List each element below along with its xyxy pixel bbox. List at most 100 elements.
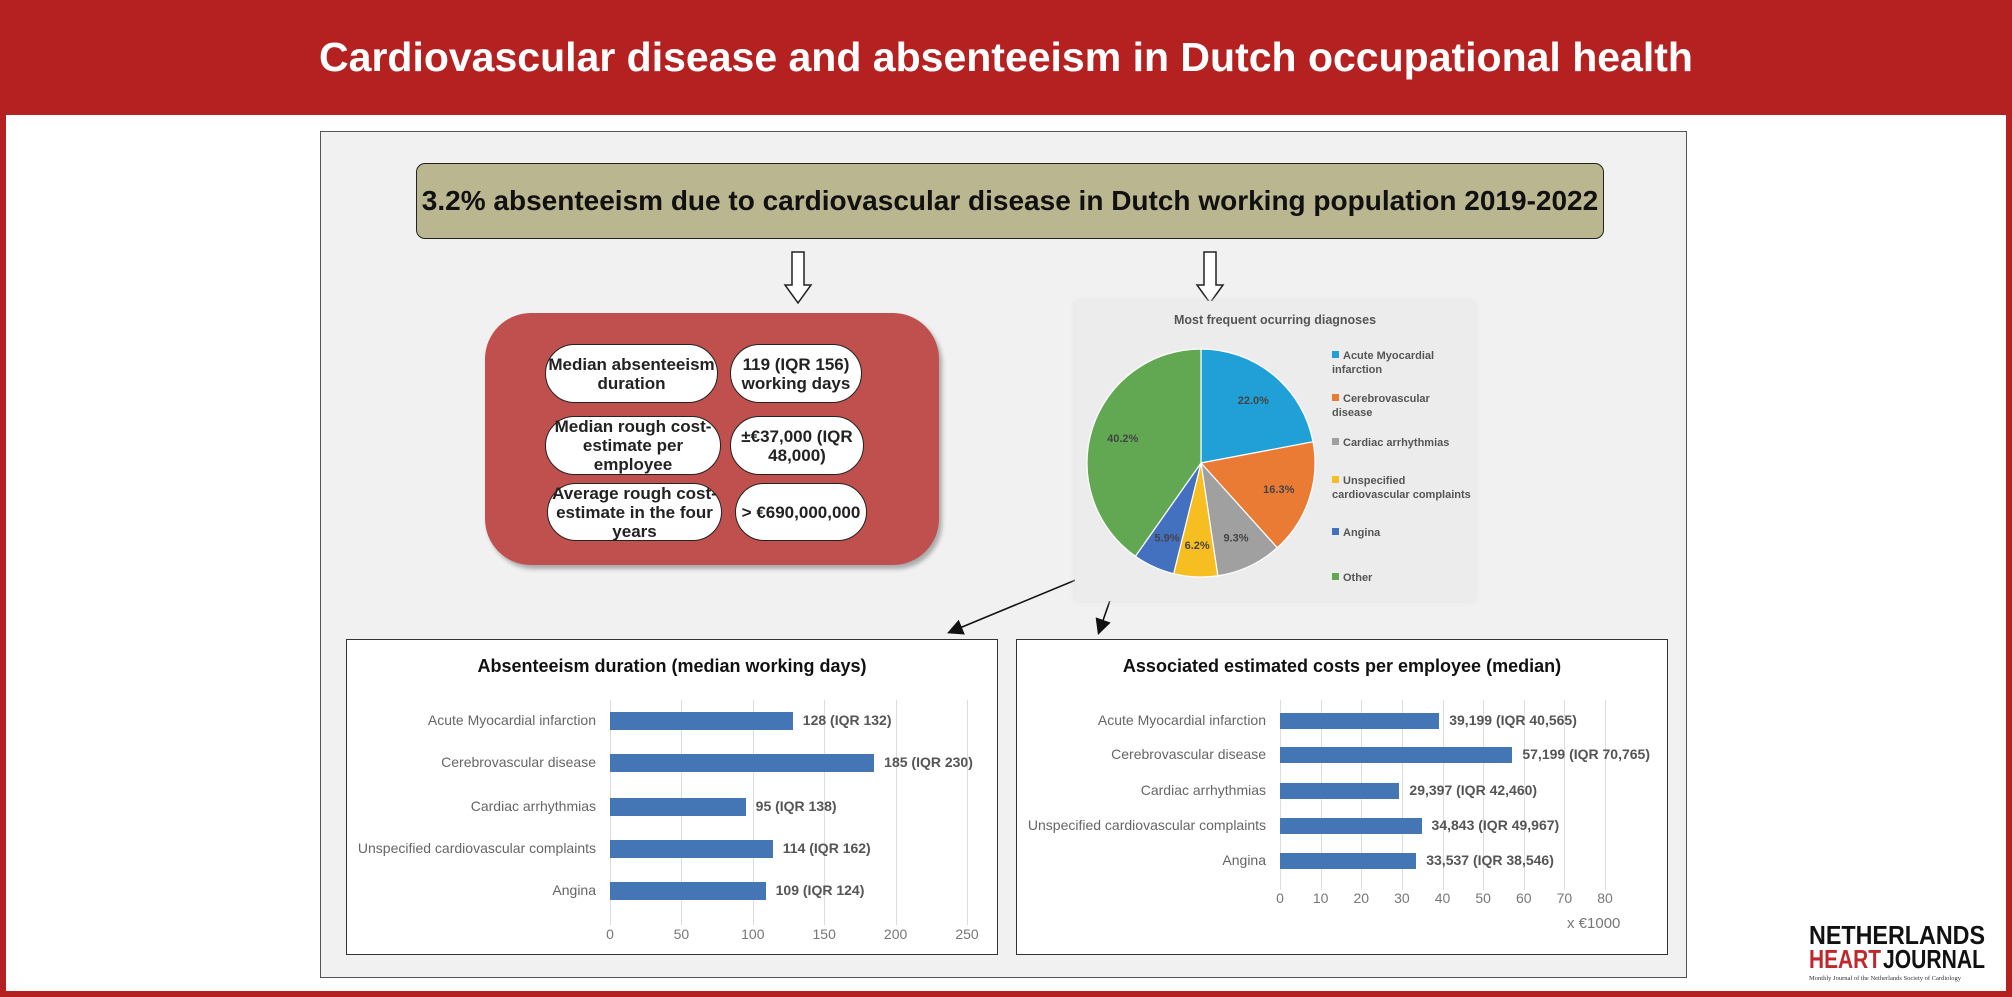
x-tick-label: 150: [812, 926, 836, 942]
pie-chart-panel: Most frequent ocurring diagnoses 22.0% 16…: [1075, 301, 1475, 601]
x-tick-label: 30: [1394, 890, 1410, 906]
costs-chart: Associated estimated costs per employee …: [1016, 639, 1668, 955]
svg-text:JOURNAL: JOURNAL: [1883, 944, 1985, 974]
duration-chart-title: Absenteeism duration (median working day…: [477, 656, 867, 676]
gridline: [1564, 700, 1566, 890]
legend-label: Other: [1343, 572, 1373, 584]
category-label: Cardiac arrhythmias: [1140, 782, 1266, 798]
legend-label: Cardiac arrhythmias: [1343, 437, 1450, 449]
legend-swatch: [1332, 573, 1339, 580]
pie-data-label: 22.0%: [1238, 395, 1269, 407]
summary-label: Median absenteeism duration: [545, 344, 718, 403]
x-axis-label: x €1000: [1567, 915, 1621, 932]
pie-data-label: 9.3%: [1223, 532, 1248, 544]
x-tick-label: 20: [1353, 890, 1370, 906]
gridline: [752, 700, 754, 925]
bar: [610, 840, 773, 858]
category-label: Cardiac arrhythmias: [470, 798, 596, 814]
x-tick-label: 40: [1434, 890, 1451, 906]
down-arrow-icon: [1195, 251, 1225, 305]
bar: [610, 712, 793, 730]
gridline: [967, 700, 968, 925]
legend-item: Other: [1332, 571, 1472, 585]
x-tick-label: 100: [741, 926, 765, 942]
gridline: [824, 700, 826, 925]
bar-data-label: 39,199 (IQR 40,565): [1449, 712, 1577, 728]
legend-swatch: [1332, 438, 1339, 445]
gridline: [1401, 700, 1403, 890]
headline-text: 3.2% absenteeism due to cardiovascular d…: [421, 185, 1599, 216]
bar-data-label: 114 (IQR 162): [782, 840, 871, 856]
x-tick-label: 80: [1597, 890, 1613, 906]
gridline: [1442, 700, 1444, 890]
costs-chart-title: Associated estimated costs per employee …: [1122, 656, 1562, 676]
x-tick-label: 50: [1475, 890, 1491, 906]
page-title: Cardiovascular disease and absenteeism i…: [0, 0, 2012, 115]
x-tick-label: 50: [673, 926, 690, 942]
category-label: Unspecified cardiovascular complaints: [357, 840, 596, 856]
pie-slice: [1199, 441, 1316, 549]
category-label: Acute Myocardial infarction: [427, 712, 596, 728]
pie-data-label: 16.3%: [1263, 484, 1294, 496]
pie-data-label: 6.2%: [1185, 540, 1210, 552]
summary-value: ±€37,000 (IQR 48,000): [730, 416, 864, 475]
bar-data-label: 34,843 (IQR 49,967): [1431, 817, 1560, 833]
pie-slice: [1200, 348, 1314, 464]
category-label: Cerebrovascular disease: [1111, 746, 1266, 762]
pie-chart-title: Most frequent ocurring diagnoses: [1173, 313, 1377, 327]
duration-chart: Absenteeism duration (median working day…: [346, 639, 998, 955]
gridline: [1605, 700, 1606, 890]
journal-logo: NETHERLANDS HEART JOURNAL Monthly Journa…: [1806, 918, 1992, 984]
x-tick-label: 250: [955, 926, 979, 942]
category-label: Angina: [552, 882, 596, 898]
bar-data-label: 33,537 (IQR 38,546): [1426, 852, 1554, 868]
category-label: Cerebrovascular disease: [441, 754, 596, 770]
x-tick-label: 60: [1515, 890, 1532, 906]
bar: [1280, 747, 1513, 763]
x-tick-label: 0: [1276, 890, 1284, 906]
svg-text:NETHERLANDS: NETHERLANDS: [1809, 920, 1985, 950]
svg-text:HEART: HEART: [1809, 944, 1881, 974]
x-tick-label: 70: [1556, 890, 1573, 906]
bar-data-label: 185 (IQR 230): [884, 754, 973, 770]
x-tick-label: 200: [883, 926, 908, 942]
bar-data-label: 29,397 (IQR 42,460): [1409, 782, 1538, 798]
bar: [1280, 818, 1422, 834]
legend-swatch: [1332, 476, 1339, 483]
legend-swatch: [1332, 528, 1339, 535]
bar-data-label: 57,199 (IQR 70,765): [1522, 746, 1650, 762]
pie-data-label: 5.9%: [1154, 533, 1179, 545]
pie-chart: 22.0% 16.3% 9.3% 6.2% 5.9% 40.2%: [1086, 348, 1316, 578]
down-arrow-icon: [783, 251, 813, 305]
summary-label: Median rough cost-estimate per employee: [545, 416, 721, 475]
legend-label: Angina: [1343, 527, 1381, 539]
bar: [1280, 853, 1417, 869]
gridline: [1523, 700, 1525, 890]
legend-item: Unspecified cardiovascular complaints: [1332, 474, 1472, 502]
bar: [610, 798, 746, 816]
summary-value: 119 (IQR 156) working days: [730, 344, 862, 403]
category-label: Unspecified cardiovascular complaints: [1027, 817, 1266, 833]
bar: [1280, 783, 1400, 799]
legend-label: Acute Myocardial infarction: [1332, 350, 1435, 376]
bar-data-label: 109 (IQR 124): [775, 882, 865, 898]
gridline: [1483, 700, 1485, 890]
category-label: Angina: [1222, 852, 1266, 868]
summary-value: > €690,000,000: [735, 483, 867, 541]
bar: [610, 754, 875, 772]
legend-item: Cardiac arrhythmias: [1332, 436, 1472, 450]
bar-data-label: 95 (IQR 138): [755, 798, 837, 814]
summary-label: Average rough cost-estimate in the four …: [547, 483, 722, 541]
x-tick-label: 10: [1312, 890, 1329, 906]
title-text: Cardiovascular disease and absenteeism i…: [319, 34, 1693, 80]
legend-label: Cerebrovascular disease: [1332, 393, 1430, 419]
legend-item: Acute Myocardial infarction: [1332, 349, 1472, 377]
pie-slice: [1086, 348, 1202, 558]
x-tick-label: 0: [606, 926, 614, 942]
pie-data-label: 40.2%: [1107, 433, 1138, 445]
legend-item: Angina: [1332, 526, 1472, 540]
legend-swatch: [1332, 351, 1339, 358]
gridline: [895, 700, 897, 925]
svg-text:Monthly Journal of the Netherl: Monthly Journal of the Netherlands Socie…: [1809, 975, 1961, 982]
